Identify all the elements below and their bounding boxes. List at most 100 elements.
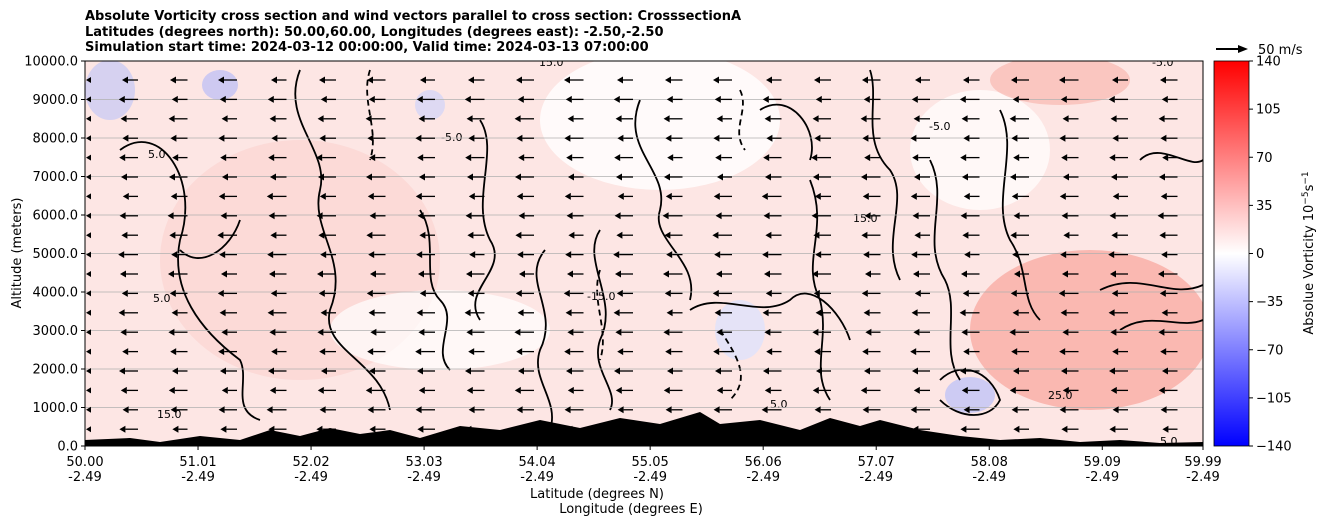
wind-arrow-head — [370, 270, 376, 278]
wind-arrow-head — [119, 212, 126, 220]
wind-arrow-head — [666, 251, 673, 259]
wind-arrow-head — [815, 309, 822, 317]
wind-arrow-head — [367, 406, 374, 414]
wind-arrow-head — [170, 134, 177, 142]
wind-arrow-head — [1009, 328, 1016, 336]
wind-arrow-head — [863, 95, 870, 103]
wind-arrow-head — [419, 289, 426, 297]
colorbar-tick-label: 35 — [1256, 199, 1273, 214]
contour-label: 5.0 — [148, 148, 166, 161]
wind-arrow-head — [567, 386, 574, 394]
wind-arrow-head — [860, 386, 867, 394]
wind-arrow-head — [1161, 251, 1168, 259]
wind-arrow-head — [913, 386, 920, 394]
colorbar — [1213, 60, 1250, 447]
wind-arrow-head — [814, 76, 820, 84]
wind-arrow-head — [86, 348, 91, 355]
wind-arrow-head — [468, 348, 475, 356]
wind-arrow-head — [812, 328, 819, 336]
wind-arrow-head — [565, 95, 572, 103]
wind-arrow-head — [121, 231, 128, 239]
wind-arrow-head — [86, 290, 91, 297]
wind-arrow-head — [320, 251, 327, 259]
wind-arrow-head — [415, 192, 422, 200]
chart-title: Absolute Vorticity cross section and win… — [85, 9, 741, 56]
wind-arrow-head — [963, 76, 969, 84]
wind-arrow-head — [764, 270, 770, 278]
terrain — [85, 412, 1203, 446]
wind-arrow-head — [317, 270, 323, 278]
wind-arrow-head — [864, 154, 871, 162]
wind-arrow-head — [764, 328, 771, 336]
wind-arrow-head — [270, 231, 277, 239]
y-tick-label: 1000.0 — [33, 401, 79, 416]
wind-arrow-head — [913, 270, 919, 278]
wind-arrow-head — [1108, 251, 1115, 259]
wind-arrow-head — [417, 425, 424, 433]
wind-arrow-head — [862, 192, 869, 200]
wind-arrow-head — [1109, 425, 1116, 433]
x-tick-label-lon: -2.49 — [520, 470, 554, 485]
wind-arrow-head — [168, 328, 175, 336]
wind-arrow-head — [86, 406, 91, 413]
x-tick-label-lon: -2.49 — [1085, 470, 1119, 485]
wind-arrow-head — [912, 425, 919, 433]
wind-arrow-head — [864, 367, 870, 375]
wind-arrow-head — [266, 192, 273, 200]
colorbar-tick-label: 70 — [1256, 151, 1273, 166]
wind-arrow-head — [960, 367, 966, 375]
wind-arrow-head — [715, 367, 721, 375]
wind-arrow-head — [121, 173, 127, 181]
wind-arrow-head — [1110, 270, 1116, 278]
wind-arrow-head — [516, 134, 523, 142]
wind-arrow-head — [468, 76, 474, 84]
wind-arrow-head — [1059, 348, 1066, 356]
wind-arrow-head — [963, 192, 970, 200]
wind-arrow-head — [268, 367, 274, 375]
wind-arrow-head — [961, 270, 967, 278]
wind-arrow-head — [516, 192, 523, 200]
wind-arrow-head — [1061, 425, 1068, 433]
wind-arrow-head — [416, 95, 423, 103]
wind-arrow-head — [861, 231, 868, 239]
wind-arrow-head — [564, 192, 571, 200]
wind-arrow-head — [766, 76, 772, 84]
colorbar-tick-label: 140 — [1256, 55, 1281, 70]
wind-arrow-head — [1013, 425, 1020, 433]
wind-arrow-head — [960, 425, 967, 433]
x-tick-label-lat: 55.05 — [632, 455, 669, 470]
wind-arrow-head — [86, 135, 91, 142]
x-tick-label-lat: 59.99 — [1184, 455, 1221, 470]
wind-arrow-head — [1063, 231, 1070, 239]
wind-arrow-head — [1060, 251, 1067, 259]
wind-arrow-head — [1010, 173, 1016, 181]
wind-arrow-head — [616, 231, 623, 239]
x-tick-label-lon: -2.49 — [407, 470, 441, 485]
wind-arrow-head — [419, 231, 426, 239]
wind-arrow-head — [764, 115, 771, 123]
wind-arrow-head — [316, 154, 323, 162]
wind-arrow-head — [119, 425, 126, 433]
wind-arrow-head — [914, 289, 921, 297]
wind-arrow-head — [961, 328, 968, 336]
wind-arrow-head — [420, 76, 426, 84]
wind-arrow-head — [762, 95, 769, 103]
wind-arrow-head — [1162, 154, 1169, 162]
wind-arrow-head — [667, 154, 674, 162]
wind-arrow-head — [617, 76, 623, 84]
wind-arrow-head — [465, 154, 472, 162]
wind-arrow-head — [270, 289, 277, 297]
wind-arrow-head — [1013, 154, 1020, 162]
y-tick-label: 8000.0 — [33, 132, 79, 147]
wind-arrow-head — [317, 386, 324, 394]
title-line-1: Absolute Vorticity cross section and win… — [85, 9, 742, 24]
wind-arrow-head — [964, 251, 971, 259]
wind-arrow-head — [317, 115, 324, 123]
wind-arrow-head — [217, 289, 224, 297]
wind-arrow-head — [219, 309, 226, 317]
wind-arrow-head — [715, 154, 722, 162]
wind-arrow-head — [317, 328, 324, 336]
wind-arrow-head — [568, 173, 574, 181]
wind-arrow-head — [1011, 348, 1018, 356]
wind-arrow-head — [615, 115, 622, 123]
